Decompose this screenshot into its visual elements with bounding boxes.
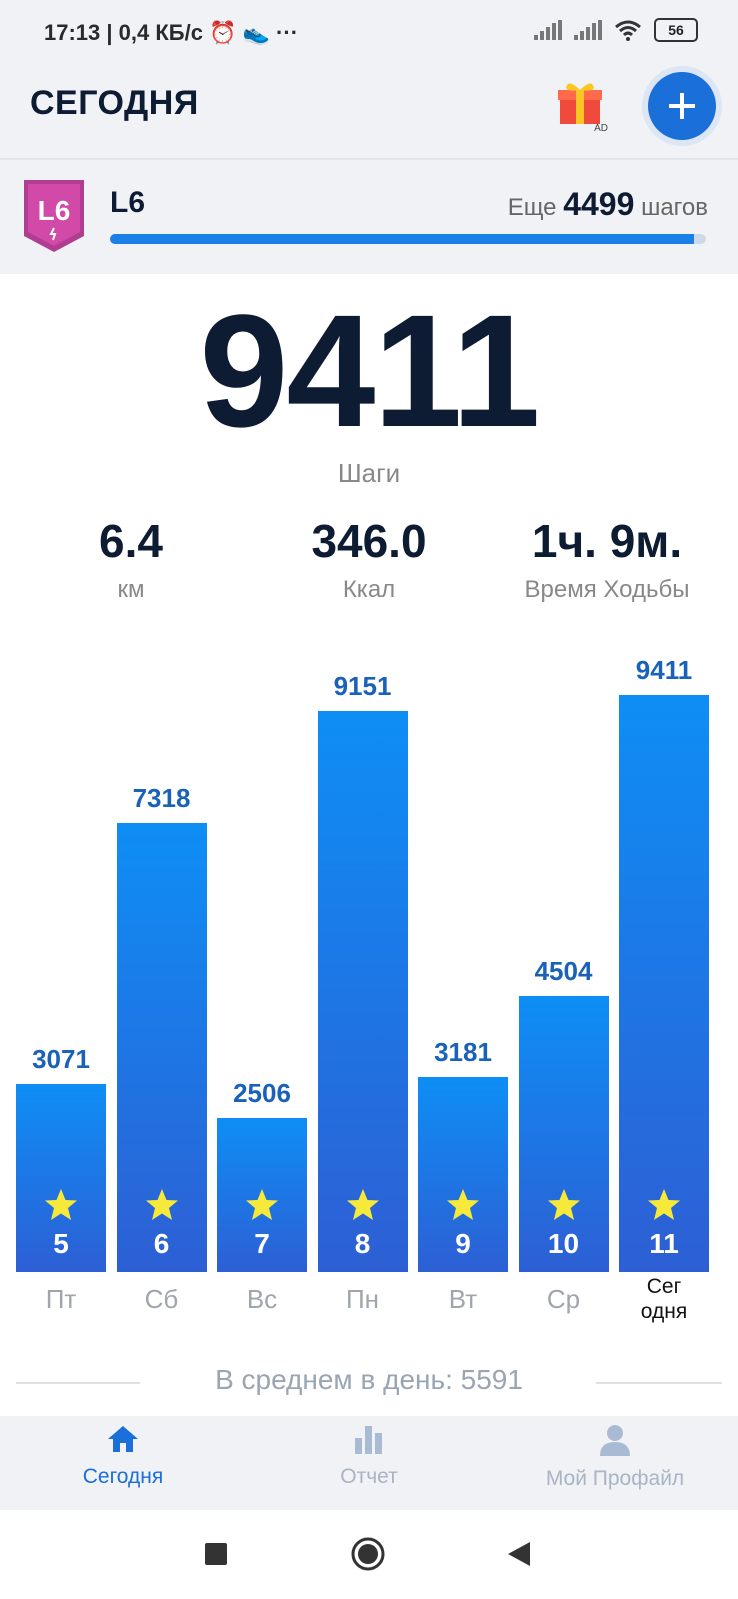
system-nav-bar bbox=[0, 1510, 738, 1599]
plus-icon bbox=[669, 93, 695, 119]
star-icon bbox=[45, 1189, 77, 1220]
day-number: 6 bbox=[153, 1228, 170, 1259]
chart-bar[interactable] bbox=[518, 995, 609, 1272]
nav-label: Отчет bbox=[340, 1465, 398, 1488]
day-label: Пт bbox=[45, 1284, 77, 1314]
bar-chart-icon bbox=[355, 1426, 382, 1454]
day-label: Пн bbox=[345, 1284, 380, 1314]
home-icon bbox=[108, 1426, 138, 1452]
cell-signal-icon bbox=[534, 20, 562, 40]
remaining-prefix: Еще bbox=[507, 194, 557, 221]
bar-value-label: 4504 bbox=[534, 955, 593, 986]
gift-ad-button[interactable]: AD bbox=[556, 80, 608, 134]
status-time: 17:13 | 0,4 КБ/с ⏰ 👟 ··· bbox=[44, 20, 299, 45]
star-icon bbox=[447, 1189, 479, 1220]
nav-label: Сегодня bbox=[82, 1465, 164, 1488]
status-bar: 17:13 | 0,4 КБ/с ⏰ 👟 ··· 56 bbox=[0, 0, 738, 62]
stat-distance: 6.4 км bbox=[8, 514, 254, 604]
battery-indicator: 56 bbox=[654, 18, 698, 42]
ad-label: AD bbox=[594, 123, 608, 134]
day-label: Сб bbox=[144, 1284, 179, 1314]
day-number: 10 bbox=[547, 1228, 580, 1259]
divider-right bbox=[596, 1382, 722, 1384]
bar-value-label: 7318 bbox=[132, 783, 191, 814]
day-label: Вс bbox=[246, 1284, 278, 1314]
bar-value-label: 3181 bbox=[434, 1036, 492, 1067]
nav-profile[interactable]: Мой Профайл bbox=[492, 1424, 738, 1491]
chart-bar[interactable] bbox=[317, 710, 408, 1272]
day-number: 5 bbox=[53, 1228, 69, 1259]
stat-calories: 346.0 Ккал bbox=[246, 514, 492, 604]
stat-walk-time: 1ч. 9м. Время Ходьбы bbox=[484, 514, 730, 604]
wifi-icon bbox=[615, 20, 641, 41]
gift-icon bbox=[558, 83, 602, 124]
back-icon[interactable] bbox=[506, 1540, 532, 1568]
day-label: Сег одня bbox=[640, 1275, 688, 1323]
stat-label: км bbox=[117, 576, 145, 603]
bar-value-label: 2506 bbox=[233, 1078, 291, 1109]
add-button[interactable] bbox=[648, 72, 716, 140]
stat-value: 6.4 bbox=[99, 515, 163, 567]
level-panel[interactable]: L6 L6 Еще 4499 шагов bbox=[0, 158, 738, 274]
app-header: СЕГОДНЯ AD bbox=[0, 62, 738, 158]
cell-signal-icon-2 bbox=[574, 20, 602, 40]
day-label: Ср bbox=[546, 1284, 581, 1314]
star-icon bbox=[246, 1189, 278, 1220]
day-number: 11 bbox=[649, 1228, 679, 1259]
page-title: СЕГОДНЯ bbox=[30, 84, 199, 122]
home-button-icon[interactable] bbox=[350, 1536, 386, 1572]
divider-left bbox=[16, 1382, 140, 1384]
bar-value-label: 9151 bbox=[333, 670, 392, 701]
bottom-nav: Сегодня Отчет Мой Профайл bbox=[0, 1416, 738, 1510]
steps-label: Шаги bbox=[337, 458, 401, 488]
star-icon bbox=[346, 1189, 379, 1220]
day-number: 7 bbox=[254, 1228, 270, 1259]
day-number: 8 bbox=[354, 1228, 371, 1259]
recents-icon[interactable] bbox=[204, 1542, 228, 1566]
level-progress-bar bbox=[110, 234, 706, 244]
profile-icon bbox=[600, 1425, 630, 1456]
stat-value: 1ч. 9м. bbox=[531, 515, 683, 567]
bar-value-label: 9411 bbox=[635, 654, 693, 685]
today-steps: 9411 bbox=[199, 281, 540, 460]
chart-bar[interactable] bbox=[418, 1076, 508, 1272]
star-icon bbox=[648, 1189, 680, 1220]
star-icon bbox=[145, 1189, 178, 1220]
day-number: 9 bbox=[455, 1228, 471, 1259]
bar-value-label: 3071 bbox=[32, 1043, 90, 1074]
star-icon bbox=[547, 1189, 580, 1220]
level-name: L6 bbox=[110, 186, 146, 219]
nav-report[interactable]: Отчет bbox=[246, 1424, 492, 1489]
chart-bar[interactable] bbox=[16, 1083, 106, 1272]
daily-average: В среднем в день: 5591 bbox=[215, 1364, 523, 1395]
level-progress-fill bbox=[110, 234, 695, 244]
nav-label: Мой Профайл bbox=[545, 1467, 685, 1490]
badge-text: L6 bbox=[38, 195, 71, 226]
weekly-steps-chart: 3071 5 Пт 7318 6 Сб 2506 7 Вс 9151 8 Пн 3181 9 Вт 4504 1… bbox=[0, 655, 738, 1350]
remaining-suffix: шагов bbox=[641, 194, 708, 221]
remaining-value: 4499 bbox=[563, 186, 635, 222]
day-label: Вт bbox=[448, 1284, 478, 1314]
stat-label: Время Ходьбы bbox=[524, 576, 690, 603]
level-badge-icon: L6 bbox=[24, 180, 84, 252]
steps-remaining: Еще 4499 шагов bbox=[508, 186, 708, 223]
stat-value: 346.0 bbox=[311, 515, 427, 567]
stat-label: Ккал bbox=[342, 576, 396, 603]
chart-bar[interactable] bbox=[619, 694, 709, 1272]
nav-today[interactable]: Сегодня bbox=[0, 1424, 246, 1489]
